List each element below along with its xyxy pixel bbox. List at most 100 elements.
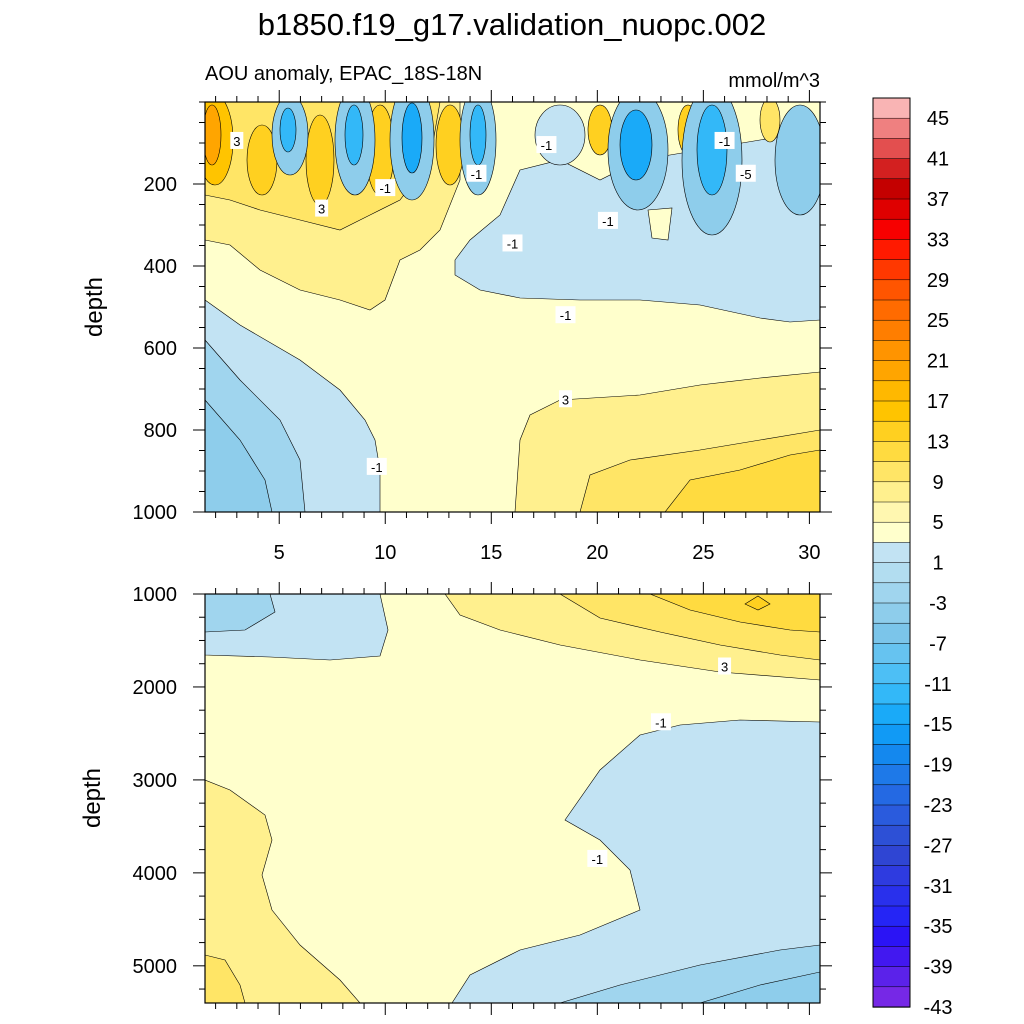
contour-label-box: [230, 131, 244, 149]
colorbar-swatch: [872, 239, 911, 261]
colorbar-swatch: [872, 259, 911, 281]
colorbar-swatch: [872, 622, 911, 645]
fill-region: [205, 399, 273, 512]
colorbar-swatch: [872, 461, 911, 483]
colorbar-swatch: [872, 138, 911, 160]
colorbar-swatch: [872, 158, 911, 180]
upper-y-axis-title: depth: [81, 277, 108, 337]
colorbar-tick-label: -31: [924, 876, 953, 898]
colorbar-tick-label: -23: [924, 795, 953, 817]
x-tick-label: 25: [692, 542, 714, 564]
contour-label: 3: [721, 660, 728, 675]
x-tick-label: 20: [586, 542, 608, 564]
lower-panel: 1000 2000 3000 4000 5000 depth: [79, 582, 832, 1015]
y-tick-label: 3000: [133, 770, 178, 792]
fill-region: [534, 104, 586, 166]
colorbar: 45 41 37 33 29 25 21 17 13 9 5 1 -3 -7 -11 -15 -19 -23 -27…: [872, 97, 953, 1019]
colorbar-tick-label: -27: [924, 835, 953, 857]
colorbar-tick-label: -3: [929, 593, 947, 615]
contour-label-box: [375, 179, 396, 197]
colorbar-tick-label: 13: [927, 431, 949, 453]
contour-label-box: [555, 306, 576, 324]
colorbar-swatch: [872, 663, 911, 685]
colorbar-tick-label: -35: [924, 916, 953, 938]
contour-labels: 3 -1 -1 -5 -1 -1 3 -1 -1 -1 3 -1 3 -1 -1: [230, 131, 756, 867]
colorbar-swatch: [872, 885, 911, 907]
fill-region: [305, 114, 335, 206]
contour-label: -1: [471, 167, 483, 182]
contour-label: -1: [719, 134, 731, 149]
colorbar-swatch: [872, 97, 911, 119]
colorbar-frame: [872, 97, 911, 1008]
contour-label: -1: [541, 138, 553, 153]
fill-region: [744, 595, 771, 611]
lower-y-axis-title: depth: [79, 768, 106, 828]
colorbar-tick-label: -43: [924, 997, 953, 1019]
colorbar-tick-label: 21: [927, 351, 949, 373]
upper-panel: 5 10 15 20 25 30 200 400 600 800 1000 depth: [81, 90, 832, 564]
colorbar-tick-label: 29: [927, 270, 949, 292]
y-tick-label: 2000: [133, 677, 178, 699]
contour-label-box: [650, 713, 671, 731]
contour-label: -1: [602, 214, 614, 229]
colorbar-tick-label: -39: [924, 957, 953, 979]
colorbar-tick-label: 1: [932, 553, 943, 575]
fill-region: [205, 594, 276, 633]
contour-label: -1: [379, 181, 391, 196]
y-tick-label: 400: [144, 256, 177, 278]
contour-label-box: [502, 234, 523, 252]
colorbar-tick-label: -15: [924, 714, 953, 736]
x-tick-label: 15: [480, 542, 502, 564]
fill-region: [205, 779, 361, 1003]
x-tick-label: 30: [798, 542, 820, 564]
colorbar-tick-label: 17: [927, 391, 949, 413]
contour-label-box: [315, 199, 329, 217]
y-tick-label: 1000: [133, 502, 178, 524]
colorbar-swatch: [872, 602, 911, 624]
colorbar-tick-label: 33: [927, 229, 949, 251]
colorbar-swatch: [872, 744, 911, 766]
colorbar-swatch: [872, 117, 911, 140]
colorbar-swatch: [872, 824, 911, 847]
fill-region: [205, 104, 222, 166]
colorbar-swatch: [872, 299, 911, 321]
contour-label-box: [714, 131, 735, 149]
colorbar-tick-label: -7: [929, 633, 947, 655]
colorbar-swatch: [872, 703, 911, 725]
x-tick-label: 10: [374, 542, 396, 564]
colorbar-tick-label: 9: [932, 472, 943, 494]
lower-x-axis: [215, 582, 810, 1015]
lower-y-axis: 1000 2000 3000 4000 5000: [133, 584, 832, 990]
x-tick-label: 5: [274, 542, 285, 564]
fill-region: [649, 594, 820, 633]
fill-region: [647, 207, 673, 241]
contour-label-box: [466, 164, 487, 182]
colorbar-swatch: [872, 784, 911, 806]
colorbar-swatch: [872, 764, 911, 786]
colorbar-swatch: [872, 441, 911, 463]
y-tick-label: 1000: [133, 584, 178, 606]
contour-label: 3: [233, 134, 240, 149]
y-tick-label: 200: [144, 174, 177, 196]
fill-region: [619, 109, 653, 181]
contour-label: 3: [562, 392, 569, 407]
fill-region: [774, 104, 820, 216]
upper-contour-fill: [205, 102, 820, 512]
upper-x-axis: 5 10 15 20 25 30: [215, 90, 821, 564]
y-tick-label: 800: [144, 420, 177, 442]
fill-region: [696, 104, 728, 196]
fill-region: [401, 102, 423, 174]
contour-label: -1: [655, 715, 667, 730]
contour-label: 3: [318, 202, 325, 217]
chart-units: mmol/m^3: [728, 70, 820, 92]
colorbar-swatch: [872, 279, 911, 301]
contour-label: -1: [592, 852, 604, 867]
colorbar-swatch: [872, 905, 911, 927]
colorbar-swatch: [872, 178, 911, 200]
contour-label-box: [559, 390, 573, 408]
colorbar-swatch: [872, 481, 911, 503]
fill-region: [205, 954, 246, 1003]
colorbar-swatch: [872, 683, 911, 705]
colorbar-tick-label: -19: [924, 755, 953, 777]
fill-region: [279, 107, 297, 153]
